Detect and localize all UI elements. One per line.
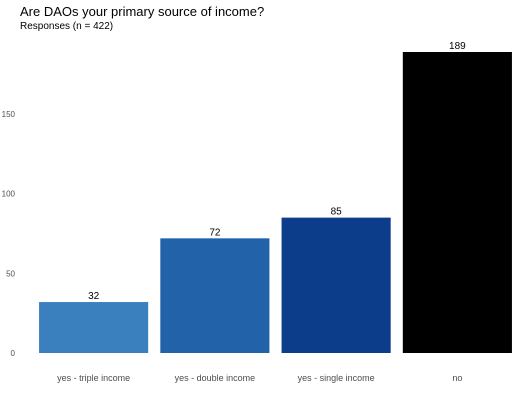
data-label: 85 xyxy=(331,207,343,218)
data-label: 189 xyxy=(449,41,466,52)
x-tick-label: yes - double income xyxy=(175,373,256,383)
chart-title: Are DAOs your primary source of income? xyxy=(20,4,265,19)
bar xyxy=(160,238,270,353)
data-label: 32 xyxy=(88,291,100,302)
chart-subtitle: Responses (n = 422) xyxy=(20,21,114,32)
data-label: 72 xyxy=(209,227,221,238)
bar xyxy=(39,302,149,353)
y-tick-label: 50 xyxy=(6,269,15,278)
y-tick-label: 0 xyxy=(11,349,16,358)
y-tick-label: 100 xyxy=(2,190,16,199)
y-tick-label: 150 xyxy=(2,110,16,119)
bar xyxy=(402,52,512,353)
x-tick-label: yes - triple income xyxy=(57,373,130,383)
x-tick-label: yes - single income xyxy=(298,373,375,383)
x-tick-label: no xyxy=(452,373,462,383)
bar xyxy=(281,217,391,353)
